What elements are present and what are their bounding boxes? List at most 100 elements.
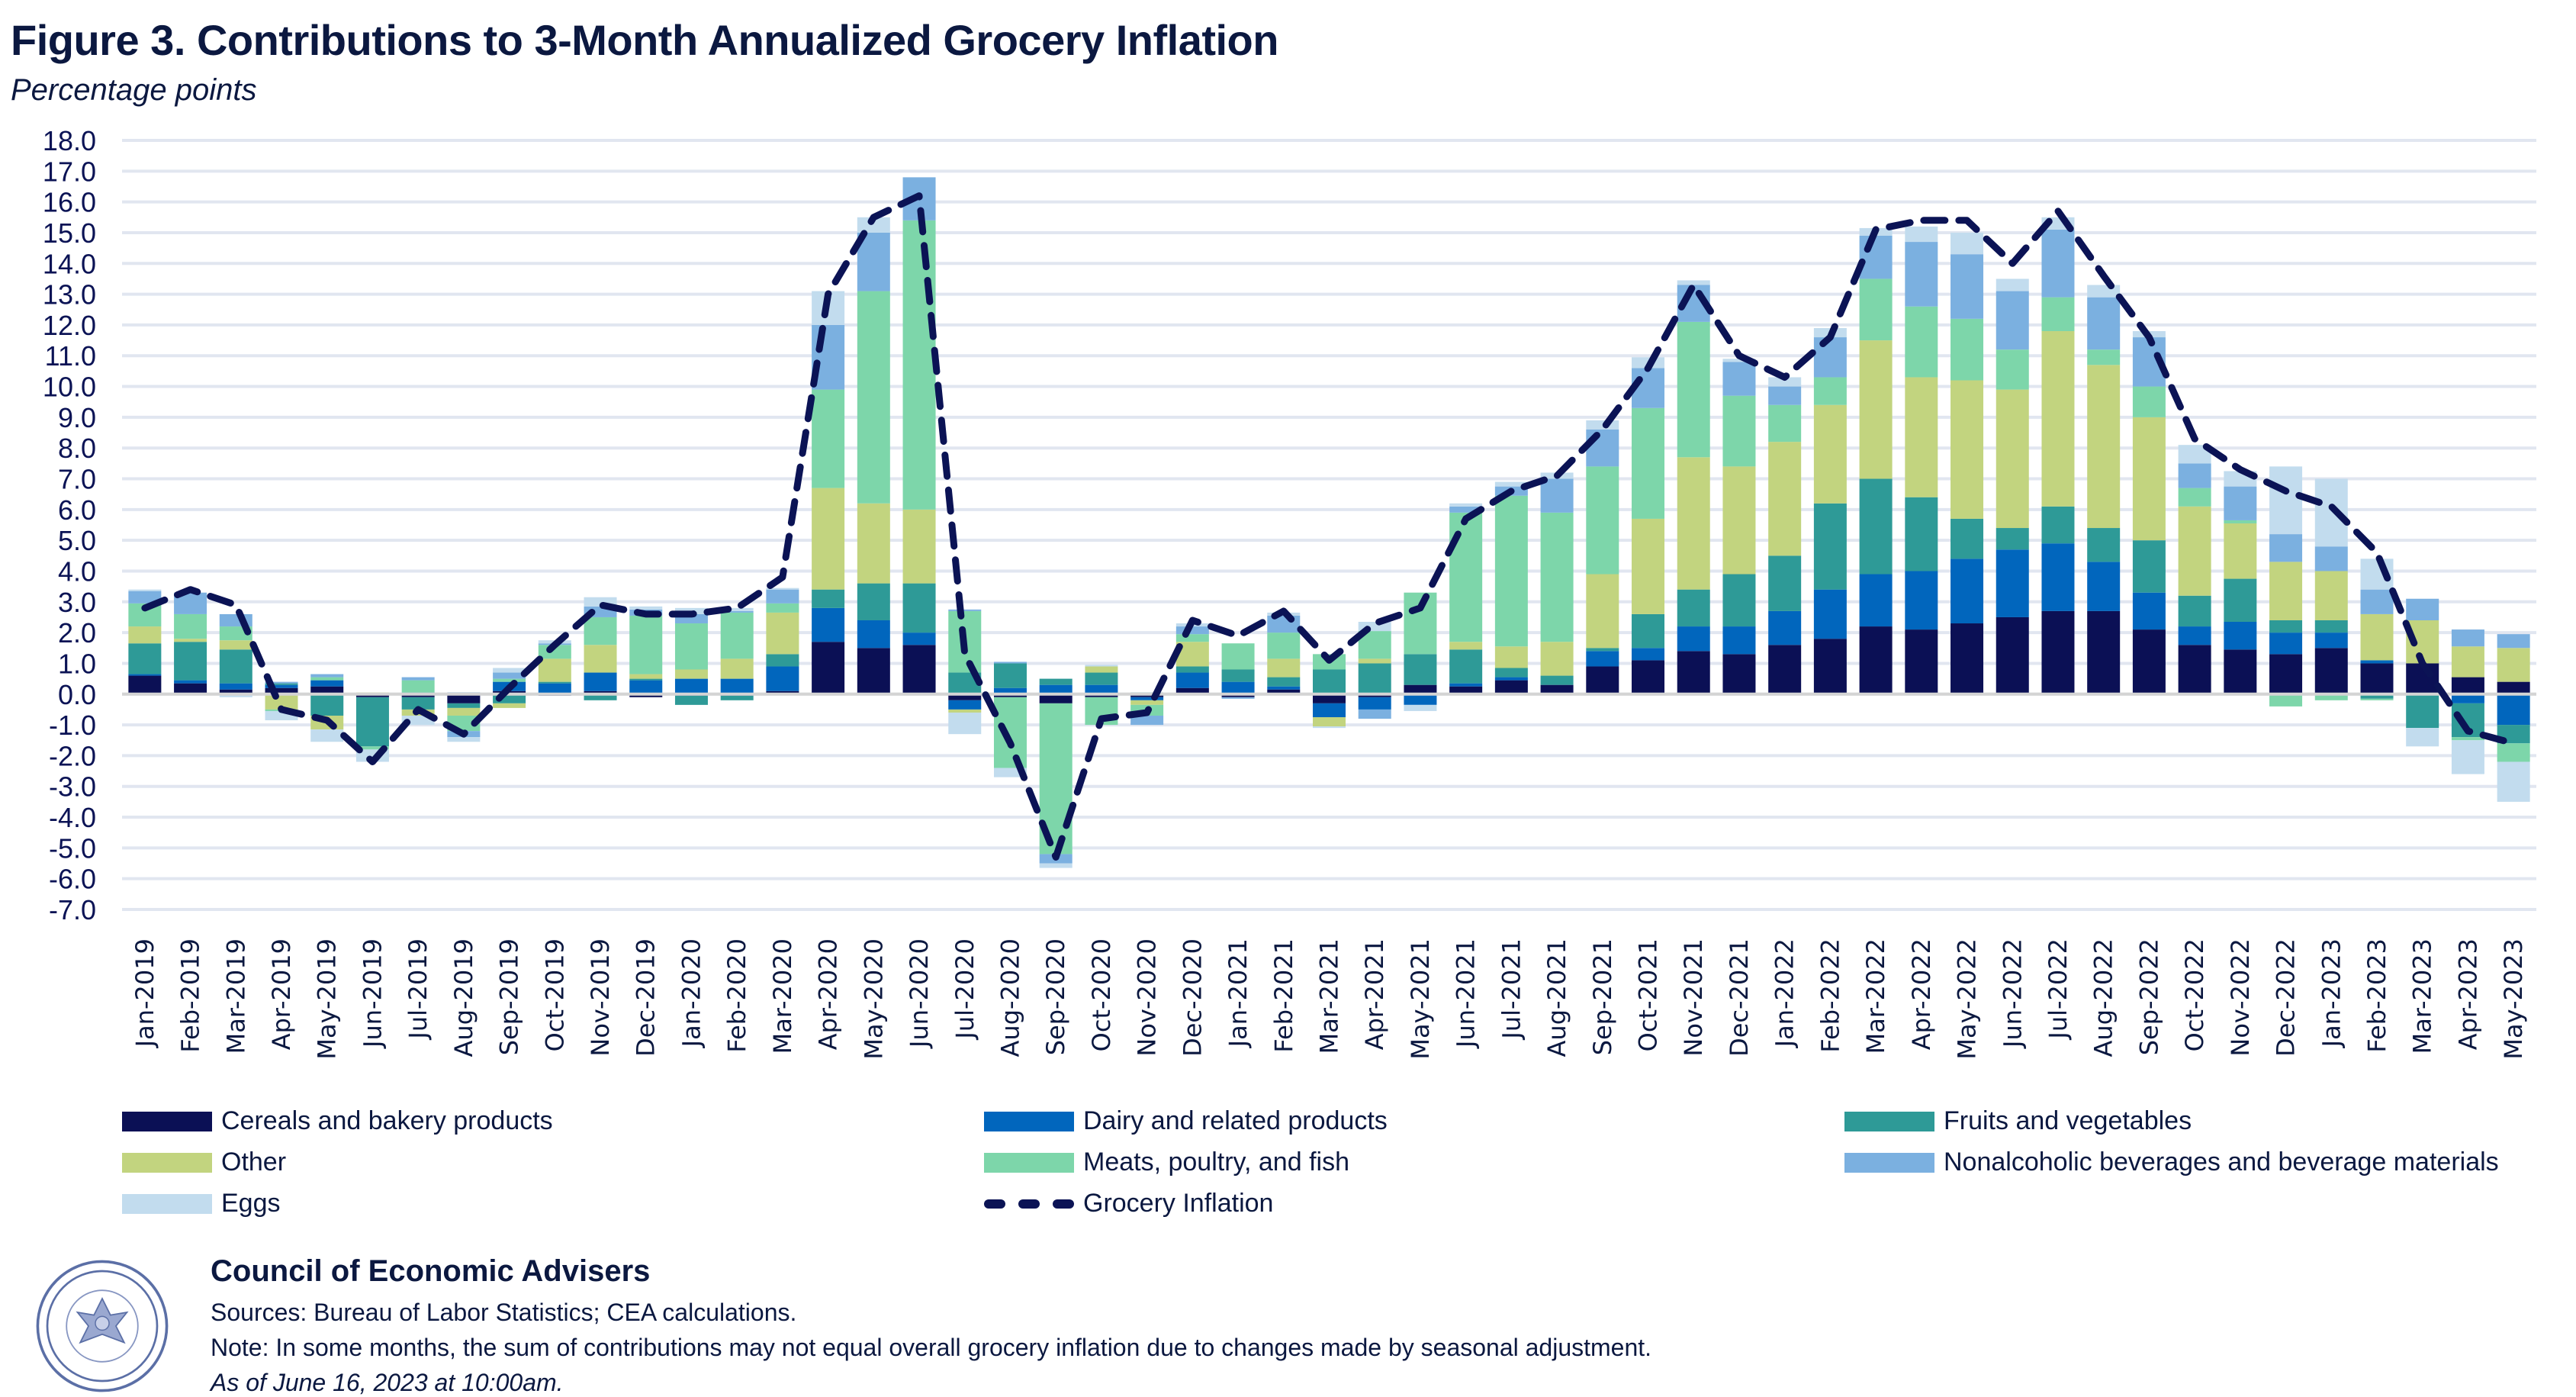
bar-segment-dairy-and-related-products bbox=[2087, 562, 2121, 611]
legend-label: Grocery Inflation bbox=[1083, 1189, 1274, 1218]
bar-stack-Feb-2023 bbox=[2360, 558, 2394, 700]
legend-item-meats: Meats, poultry, and fish bbox=[984, 1148, 1349, 1177]
y-tick-label: 2.0 bbox=[58, 617, 96, 649]
bar-segment-cereals-and-bakery-products bbox=[584, 690, 617, 694]
x-tick-label: Jan-2021 bbox=[1224, 938, 1253, 1048]
bar-segment-other bbox=[948, 709, 982, 713]
bar-segment-dairy-and-related-products bbox=[1632, 648, 1665, 661]
bar-segment-cereals-and-bakery-products bbox=[1039, 694, 1073, 703]
bar-segment-eggs bbox=[1404, 704, 1437, 711]
x-tick-label: Jul-2021 bbox=[1497, 938, 1526, 1041]
bar-segment-dairy-and-related-products bbox=[857, 620, 890, 649]
bar-segment-cereals-and-bakery-products bbox=[2360, 663, 2394, 694]
bar-segment-other bbox=[2497, 648, 2530, 682]
bar-segment-fruits-and-vegetables bbox=[1905, 497, 1938, 571]
bar-segment-dairy-and-related-products bbox=[1722, 626, 1756, 655]
bar-segment-fruits-and-vegetables bbox=[2360, 694, 2394, 699]
bar-stack-Mar-2023 bbox=[2406, 598, 2439, 747]
bar-segment-dairy-and-related-products bbox=[1950, 558, 1984, 624]
bar-segment-dairy-and-related-products bbox=[1175, 672, 1209, 688]
y-tick-label: -6.0 bbox=[49, 864, 96, 895]
x-tick-label: Apr-2019 bbox=[267, 938, 296, 1050]
bar-segment-other bbox=[1722, 466, 1756, 575]
bar-segment-cereals-and-bakery-products bbox=[1813, 639, 1847, 694]
bar-segment-nonalcoholic-beverages-and-beverage-materials bbox=[2087, 297, 2121, 350]
bar-segment-nonalcoholic-beverages-and-beverage-materials bbox=[2406, 598, 2439, 620]
bar-segment-fruits-and-vegetables bbox=[812, 589, 845, 608]
bar-segment-eggs bbox=[2269, 466, 2303, 535]
bar-segment-other bbox=[902, 509, 936, 584]
bar-stack-Nov-2022 bbox=[2224, 471, 2257, 694]
bar-segment-cereals-and-bakery-products bbox=[219, 689, 252, 694]
as-of-text: As of June 16, 2023 at 10:00am. bbox=[211, 1369, 564, 1396]
bar-segment-other bbox=[720, 658, 754, 679]
x-tick-label: Aug-2021 bbox=[1542, 938, 1571, 1057]
bar-segment-eggs bbox=[1494, 481, 1528, 487]
bar-segment-meats-poultry-and-fish bbox=[1722, 395, 1756, 467]
bar-segment-other bbox=[2224, 523, 2257, 579]
bar-stack-Jul-2021 bbox=[1494, 481, 1528, 694]
footer: Council of Economic Advisers Sources: Bu… bbox=[0, 1251, 2576, 1396]
bar-segment-dairy-and-related-products bbox=[902, 633, 936, 645]
y-tick-label: -2.0 bbox=[49, 740, 96, 771]
bar-segment-cereals-and-bakery-products bbox=[2224, 649, 2257, 694]
y-tick-label: 15.0 bbox=[43, 217, 96, 249]
bar-segment-cereals-and-bakery-products bbox=[2314, 648, 2348, 694]
grocery-inflation-line bbox=[141, 192, 2517, 861]
bar-segment-cereals-and-bakery-products bbox=[1722, 654, 1756, 694]
legend-label: Cereals and bakery products bbox=[221, 1106, 553, 1135]
bar-segment-eggs bbox=[2314, 478, 2348, 547]
bar-segment-eggs bbox=[2406, 728, 2439, 747]
x-tick-label: May-2020 bbox=[859, 938, 888, 1060]
bar-segment-nonalcoholic-beverages-and-beverage-materials bbox=[493, 672, 526, 679]
x-tick-label: Nov-2022 bbox=[2226, 938, 2255, 1057]
x-tick-label: Dec-2021 bbox=[1725, 938, 1754, 1057]
bar-segment-dairy-and-related-products bbox=[1905, 571, 1938, 630]
bar-segment-fruits-and-vegetables bbox=[2178, 595, 2211, 627]
bar-segment-nonalcoholic-beverages-and-beverage-materials bbox=[1358, 709, 1391, 719]
bar-segment-dairy-and-related-products bbox=[128, 674, 162, 676]
bar-segment-meats-poultry-and-fish bbox=[355, 746, 389, 750]
bar-stack-Jan-2023 bbox=[2314, 478, 2348, 700]
bar-segment-dairy-and-related-products bbox=[1449, 683, 1483, 687]
bar-segment-meats-poultry-and-fish bbox=[1175, 634, 1209, 642]
bar-segment-meats-poultry-and-fish bbox=[1859, 278, 1893, 341]
bar-segment-nonalcoholic-beverages-and-beverage-materials bbox=[2451, 629, 2484, 647]
x-tick-label: Jul-2019 bbox=[404, 938, 433, 1041]
bar-segment-eggs bbox=[629, 606, 663, 610]
bar-segment-meats-poultry-and-fish bbox=[310, 677, 344, 681]
bar-segment-meats-poultry-and-fish bbox=[812, 389, 845, 488]
bar-segment-cereals-and-bakery-products bbox=[1996, 616, 2029, 694]
legend-swatch bbox=[984, 1111, 1074, 1131]
legend: Cereals and bakery products Dairy and re… bbox=[122, 1106, 2563, 1244]
bar-segment-meats-poultry-and-fish bbox=[993, 697, 1027, 768]
bar-segment-eggs bbox=[948, 712, 982, 735]
x-tick-label: Sep-2022 bbox=[2134, 938, 2163, 1055]
bar-stack-Apr-2020 bbox=[812, 291, 845, 694]
bar-segment-cereals-and-bakery-products bbox=[1404, 684, 1437, 694]
bar-segment-other bbox=[493, 703, 526, 708]
bar-segment-nonalcoholic-beverages-and-beverage-materials bbox=[993, 661, 1027, 664]
legend-item-cereals: Cereals and bakery products bbox=[122, 1106, 553, 1136]
bar-segment-cereals-and-bakery-products bbox=[1540, 684, 1574, 694]
legend-item-fruits-vegetables: Fruits and vegetables bbox=[1844, 1106, 2192, 1136]
bar-segment-nonalcoholic-beverages-and-beverage-materials bbox=[1175, 626, 1209, 635]
bar-segment-cereals-and-bakery-products bbox=[1632, 660, 1665, 694]
y-tick-label: 3.0 bbox=[58, 587, 96, 618]
bar-segment-meats-poultry-and-fish bbox=[1221, 643, 1255, 670]
bar-segment-cereals-and-bakery-products bbox=[1950, 623, 1984, 694]
bar-segment-eggs bbox=[1677, 280, 1710, 285]
bar-segment-eggs bbox=[2451, 740, 2484, 774]
bar-segment-fruits-and-vegetables bbox=[1586, 648, 1619, 652]
bar-stack-Aug-2022 bbox=[2087, 285, 2121, 694]
bar-segment-fruits-and-vegetables bbox=[1632, 613, 1665, 649]
bar-segment-nonalcoholic-beverages-and-beverage-materials bbox=[2224, 486, 2257, 520]
x-tick-label: Jun-2019 bbox=[358, 938, 387, 1049]
bar-segment-meats-poultry-and-fish bbox=[674, 623, 708, 670]
bar-segment-nonalcoholic-beverages-and-beverage-materials bbox=[1540, 478, 1574, 513]
bar-segment-nonalcoholic-beverages-and-beverage-materials bbox=[2178, 463, 2211, 488]
bar-segment-fruits-and-vegetables bbox=[2406, 694, 2439, 729]
legend-label: Meats, poultry, and fish bbox=[1083, 1148, 1349, 1177]
x-tick-label: Feb-2021 bbox=[1269, 938, 1298, 1053]
bar-segment-eggs bbox=[219, 694, 252, 697]
